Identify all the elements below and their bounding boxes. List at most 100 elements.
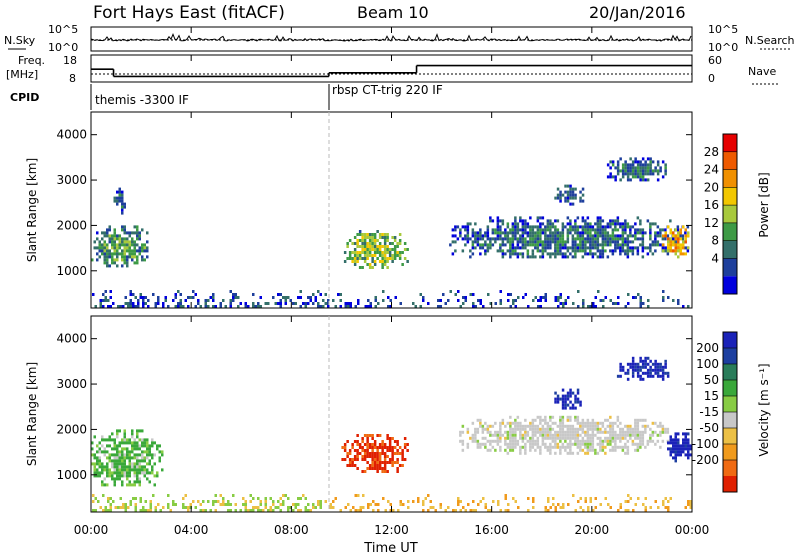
range-cell — [499, 231, 502, 235]
range-cell — [254, 506, 257, 509]
range-cell — [564, 225, 567, 229]
range-cell — [392, 509, 395, 512]
range-cell — [624, 500, 627, 503]
range-cell — [122, 503, 125, 506]
range-cell — [142, 296, 145, 299]
range-cell — [113, 483, 116, 487]
range-cell — [551, 234, 555, 238]
range-cell — [561, 231, 565, 235]
range-cell — [133, 231, 136, 235]
range-cell — [514, 424, 517, 428]
range-cell — [614, 421, 617, 425]
range-cell — [403, 446, 407, 449]
range-cell — [481, 442, 485, 446]
range-cell — [133, 480, 136, 484]
range-cell — [514, 219, 517, 223]
range-cell — [574, 225, 577, 229]
range-cell — [579, 196, 582, 200]
range-cell — [232, 494, 235, 497]
range-cell — [292, 503, 295, 506]
range-cell — [469, 255, 472, 259]
range-cell — [631, 359, 635, 363]
range-cell — [111, 453, 114, 457]
range-cell — [679, 243, 682, 247]
range-cell — [571, 234, 575, 238]
range-cell — [654, 166, 657, 170]
range-cell — [454, 240, 457, 244]
range-cell — [121, 441, 124, 445]
colorbar-swatch — [723, 364, 737, 380]
range-cell — [514, 305, 517, 308]
range-cell — [373, 245, 377, 248]
range-cell — [143, 450, 146, 454]
range-cell — [587, 506, 590, 509]
range-cell — [576, 397, 580, 401]
range-cell — [636, 362, 640, 366]
range-cell — [599, 225, 602, 229]
range-cell — [536, 225, 540, 229]
range-cell — [371, 458, 374, 461]
range-cell — [634, 172, 637, 176]
range-cell — [371, 266, 374, 269]
range-cell — [96, 456, 99, 460]
range-cell — [422, 503, 425, 506]
range-cell — [606, 175, 610, 179]
range-cell — [677, 240, 680, 244]
range-cell — [363, 248, 367, 251]
range-cell — [546, 252, 550, 256]
range-cell — [93, 468, 96, 472]
range-cell — [591, 237, 595, 241]
range-cell — [348, 452, 352, 455]
range-cell — [476, 234, 480, 238]
range-cell — [664, 169, 667, 173]
range-cell — [486, 237, 490, 241]
xaxis-label: Time UT — [363, 541, 417, 554]
range-cell — [143, 249, 146, 253]
range-cell — [631, 442, 635, 446]
range-cell — [569, 433, 572, 437]
range-cell — [373, 248, 377, 251]
range-cell — [111, 447, 114, 451]
range-cell — [109, 506, 112, 509]
range-cell — [98, 246, 101, 250]
range-cell — [514, 228, 517, 232]
range-cell — [494, 228, 497, 232]
range-cell — [106, 243, 109, 247]
range-cell — [139, 500, 142, 503]
range-cell — [509, 255, 512, 259]
range-cell — [599, 249, 602, 253]
range-cell — [363, 443, 367, 446]
range-cell — [371, 254, 374, 257]
range-cell — [647, 305, 650, 308]
colorbar-tick-label: 50 — [704, 373, 719, 387]
range-cell — [526, 231, 530, 235]
range-cell — [586, 231, 590, 235]
range-cell — [133, 456, 136, 460]
range-cell — [584, 228, 587, 232]
range-cell — [646, 157, 650, 161]
range-cell — [363, 470, 367, 473]
range-cell — [103, 465, 106, 469]
range-cell — [239, 302, 242, 305]
range-cell — [148, 453, 151, 457]
range-cell — [644, 169, 647, 173]
range-cell — [581, 249, 585, 253]
range-cell — [113, 246, 116, 250]
range-cell — [366, 263, 369, 266]
range-cell — [552, 503, 555, 506]
nsky-tick-top: 10^5 — [48, 23, 78, 36]
range-cell — [136, 261, 139, 265]
range-cell — [661, 371, 665, 375]
range-cell — [116, 456, 119, 460]
range-cell — [141, 459, 144, 463]
range-cell — [597, 290, 600, 293]
range-cell — [149, 509, 152, 512]
range-cell — [514, 500, 517, 503]
range-cell — [496, 249, 500, 253]
range-cell — [101, 462, 104, 466]
range-cell — [534, 439, 537, 443]
range-cell — [569, 246, 572, 250]
range-cell — [564, 397, 567, 401]
range-cell — [544, 228, 547, 232]
range-cell — [224, 503, 227, 506]
